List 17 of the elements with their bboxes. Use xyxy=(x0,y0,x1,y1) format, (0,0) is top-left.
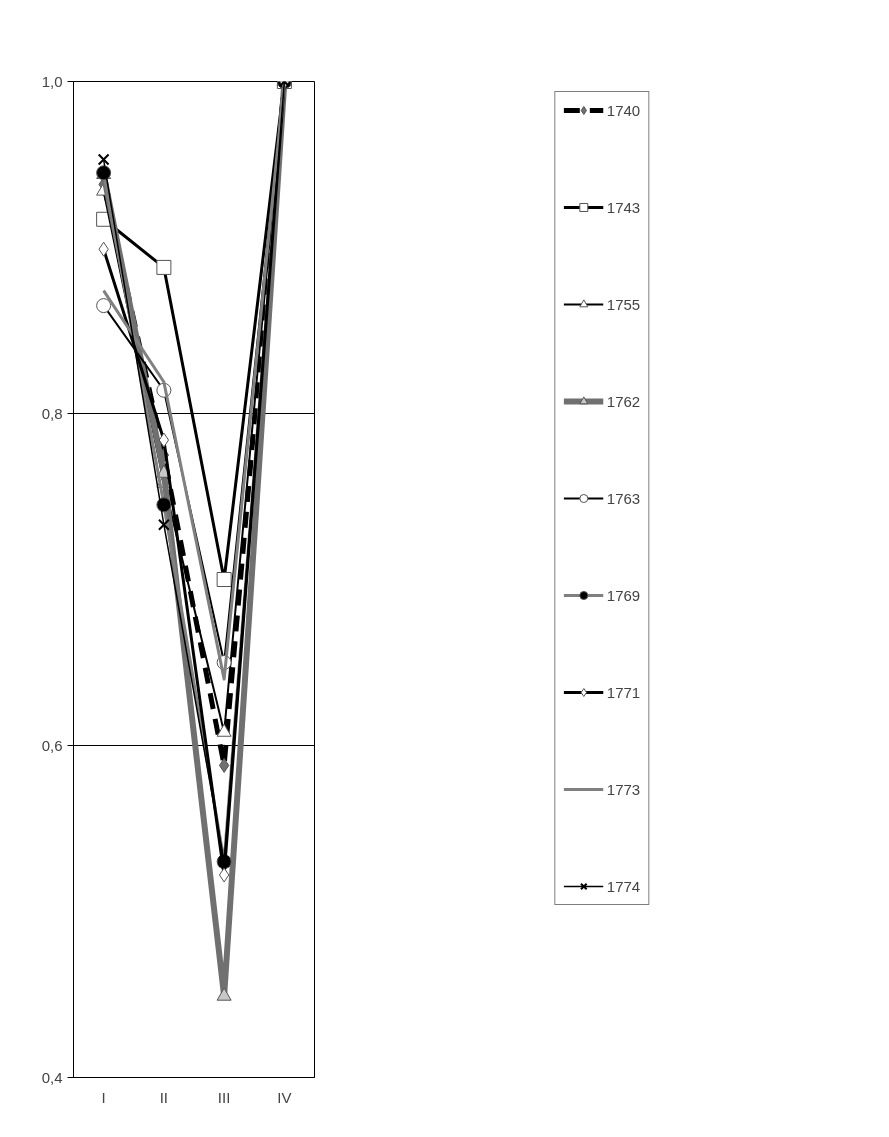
legend-label: 1743 xyxy=(606,198,641,216)
y-tick-label: 1,0 xyxy=(41,72,63,90)
legend-label: 1773 xyxy=(606,780,641,798)
y-tick-label: 0,6 xyxy=(41,736,63,754)
legend-label: 1762 xyxy=(606,392,641,410)
legend-label: 1774 xyxy=(606,877,641,895)
y-tick-label: 0,8 xyxy=(41,404,63,422)
legend-label: 1769 xyxy=(606,586,641,604)
x-tick-label: IV xyxy=(277,1088,292,1106)
legend-label: 1763 xyxy=(606,489,641,507)
x-tick-label: I xyxy=(101,1088,106,1106)
x-tick-label: III xyxy=(217,1088,231,1106)
legend-label: 1771 xyxy=(606,683,641,701)
legend-label: 1740 xyxy=(606,101,641,119)
x-tick-label: II xyxy=(159,1088,169,1106)
legend-label: 1755 xyxy=(606,295,641,313)
y-tick-label: 0,4 xyxy=(41,1068,63,1086)
